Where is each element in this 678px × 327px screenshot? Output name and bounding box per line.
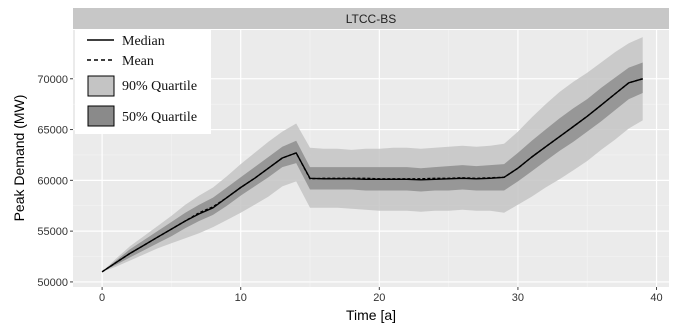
x-tick-label: 40 — [650, 292, 662, 304]
series-lines — [101, 78, 643, 273]
series-mean-line — [101, 78, 643, 273]
x-tick-label: 30 — [512, 292, 524, 304]
y-tick-label: 70000 — [37, 74, 68, 86]
x-axis-title: Time [a] — [346, 307, 396, 323]
y-tick-label: 50000 — [37, 277, 68, 289]
facet-strip-label: LTCC-BS — [346, 12, 396, 26]
legend-label-mean: Mean — [122, 54, 154, 69]
band-90-quartile — [102, 37, 643, 272]
band-50-quartile — [102, 62, 643, 272]
x-tick-label: 0 — [99, 292, 105, 304]
legend-key-90-quartile — [87, 75, 115, 97]
legend: Median Mean 90% Quartile 50% Quartile — [75, 30, 211, 134]
axis-ticks: 0 10 20 30 40 50000 55000 60000 65000 70000 — [37, 74, 662, 304]
y-axis-title: Peak Demand (MW) — [11, 95, 27, 222]
legend-key-50-quartile — [87, 105, 115, 127]
y-tick-label: 55000 — [37, 226, 68, 238]
legend-label-90-quartile: 90% Quartile — [122, 79, 197, 94]
x-tick-label: 20 — [373, 292, 385, 304]
legend-label-50-quartile: 50% Quartile — [122, 110, 197, 125]
y-tick-label: 60000 — [37, 175, 68, 187]
facet-strip — [73, 8, 669, 29]
y-tick-label: 65000 — [37, 125, 68, 137]
legend-label-median: Median — [122, 34, 165, 49]
x-tick-label: 10 — [235, 292, 247, 304]
quartile-bands — [102, 37, 643, 272]
